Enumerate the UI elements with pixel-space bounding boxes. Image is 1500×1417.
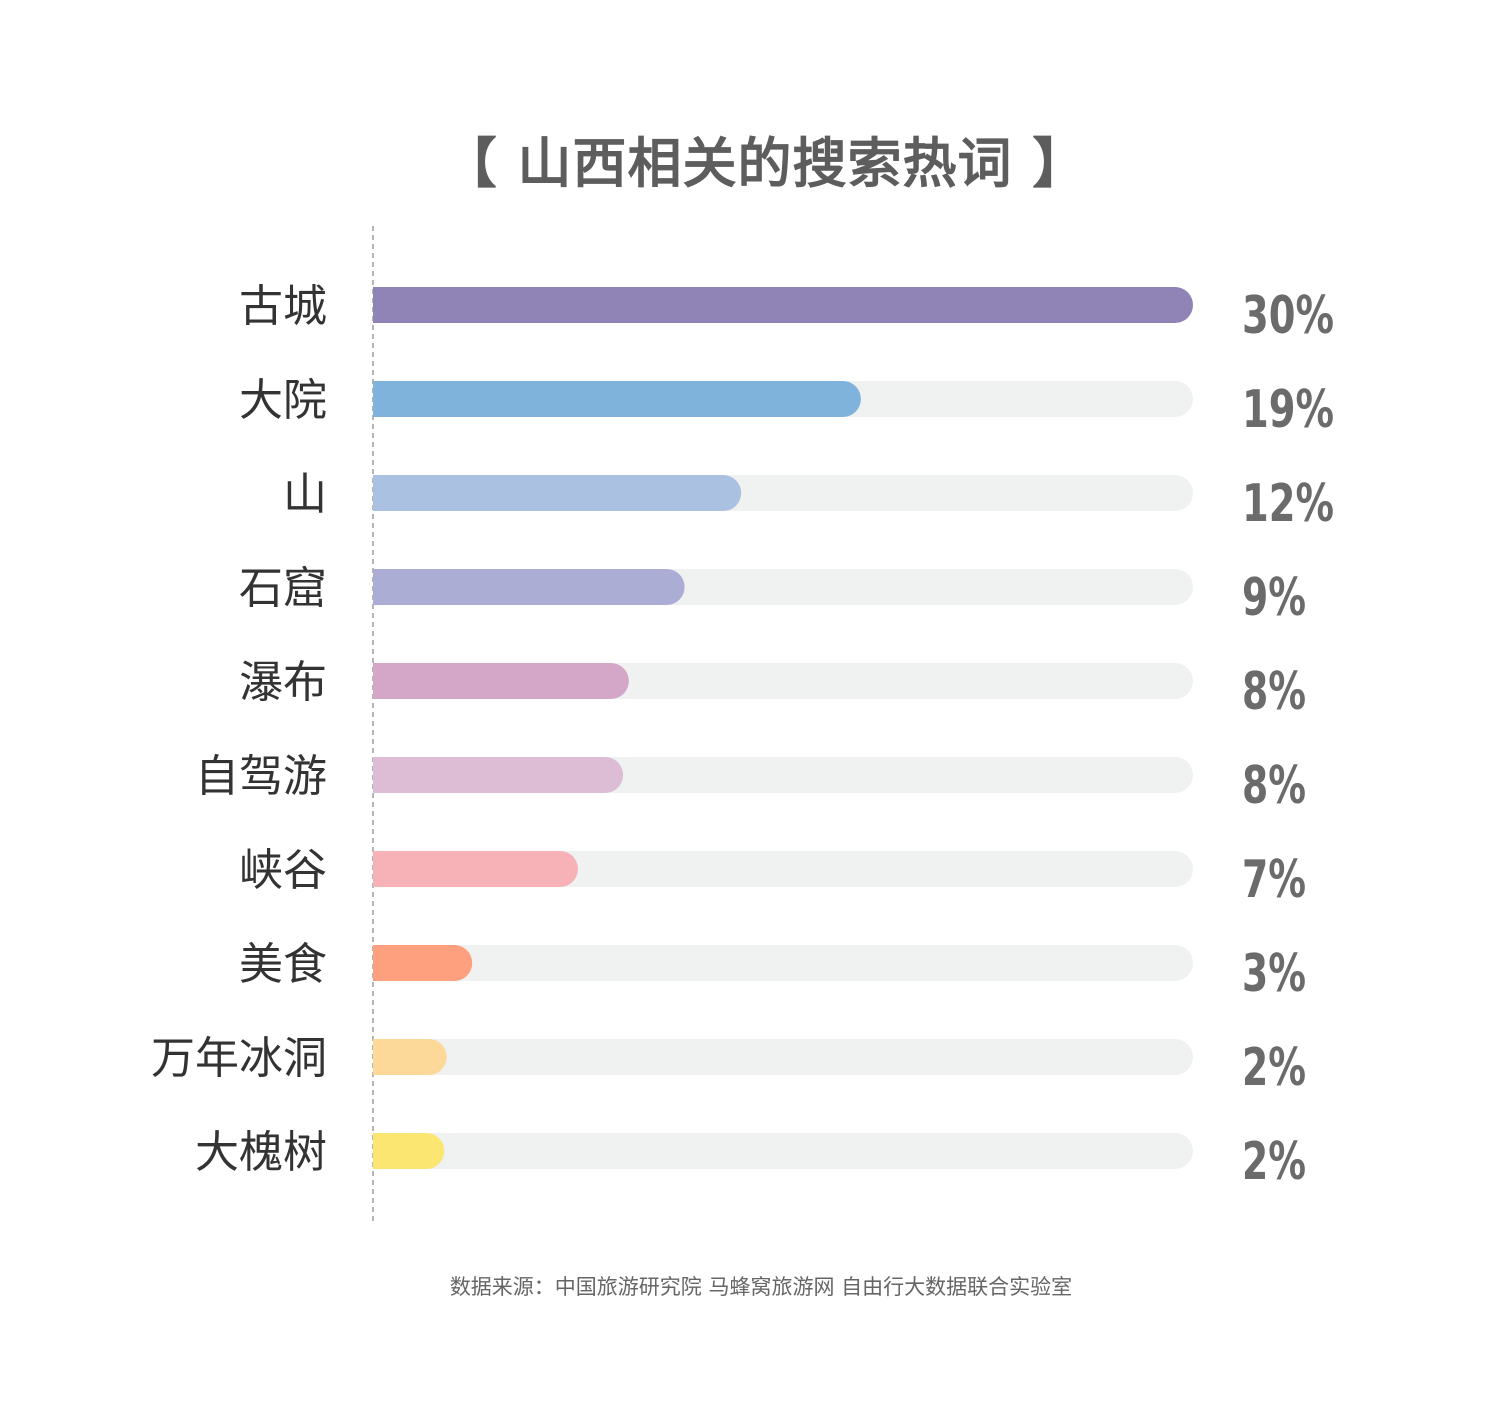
- category-label: 古城: [239, 281, 327, 332]
- bar-track: [373, 945, 1193, 981]
- bar-track: [373, 1133, 1193, 1169]
- value-label: 3%: [1242, 944, 1306, 1004]
- bar-track: [373, 851, 1193, 887]
- bar: [373, 381, 861, 417]
- category-label: 瀑布: [239, 657, 327, 708]
- value-label: 12%: [1242, 474, 1334, 534]
- value-label: 19%: [1242, 380, 1334, 440]
- bar: [373, 663, 629, 699]
- value-label: 8%: [1242, 662, 1306, 722]
- category-label: 大院: [239, 375, 327, 426]
- category-label: 大槐树: [195, 1127, 327, 1178]
- source-note: 数据来源：中国旅游研究院 马蜂窝旅游网 自由行大数据联合实验室: [449, 1275, 1073, 1299]
- value-label: 2%: [1242, 1132, 1306, 1192]
- value-label: 2%: [1242, 1038, 1306, 1098]
- bar: [373, 475, 742, 511]
- value-label: 8%: [1242, 756, 1306, 816]
- category-label: 山: [283, 469, 327, 520]
- category-label: 石窟: [239, 563, 327, 614]
- bar: [373, 945, 473, 981]
- category-label: 美食: [239, 939, 327, 990]
- value-label: 9%: [1242, 568, 1306, 628]
- category-label: 峡谷: [239, 845, 327, 896]
- bars-layer: 古城 30% 大院 19% 山 12% 石窟 9% 瀑布 8% 自驾游 8% 峡谷 7% 美食 3% 万年冰洞 2…: [151, 281, 1334, 1192]
- bar: [373, 851, 578, 887]
- value-label: 7%: [1242, 850, 1306, 910]
- chart-title: 【 山西相关的搜索热词 】: [442, 132, 1088, 195]
- bar: [373, 569, 685, 605]
- value-label: 30%: [1242, 286, 1334, 346]
- bar: [373, 1039, 447, 1075]
- category-label: 万年冰洞: [151, 1033, 327, 1084]
- bar: [373, 287, 1193, 323]
- bar-track: [373, 1039, 1193, 1075]
- bar: [373, 1133, 445, 1169]
- category-label: 自驾游: [195, 751, 327, 802]
- bar: [373, 757, 624, 793]
